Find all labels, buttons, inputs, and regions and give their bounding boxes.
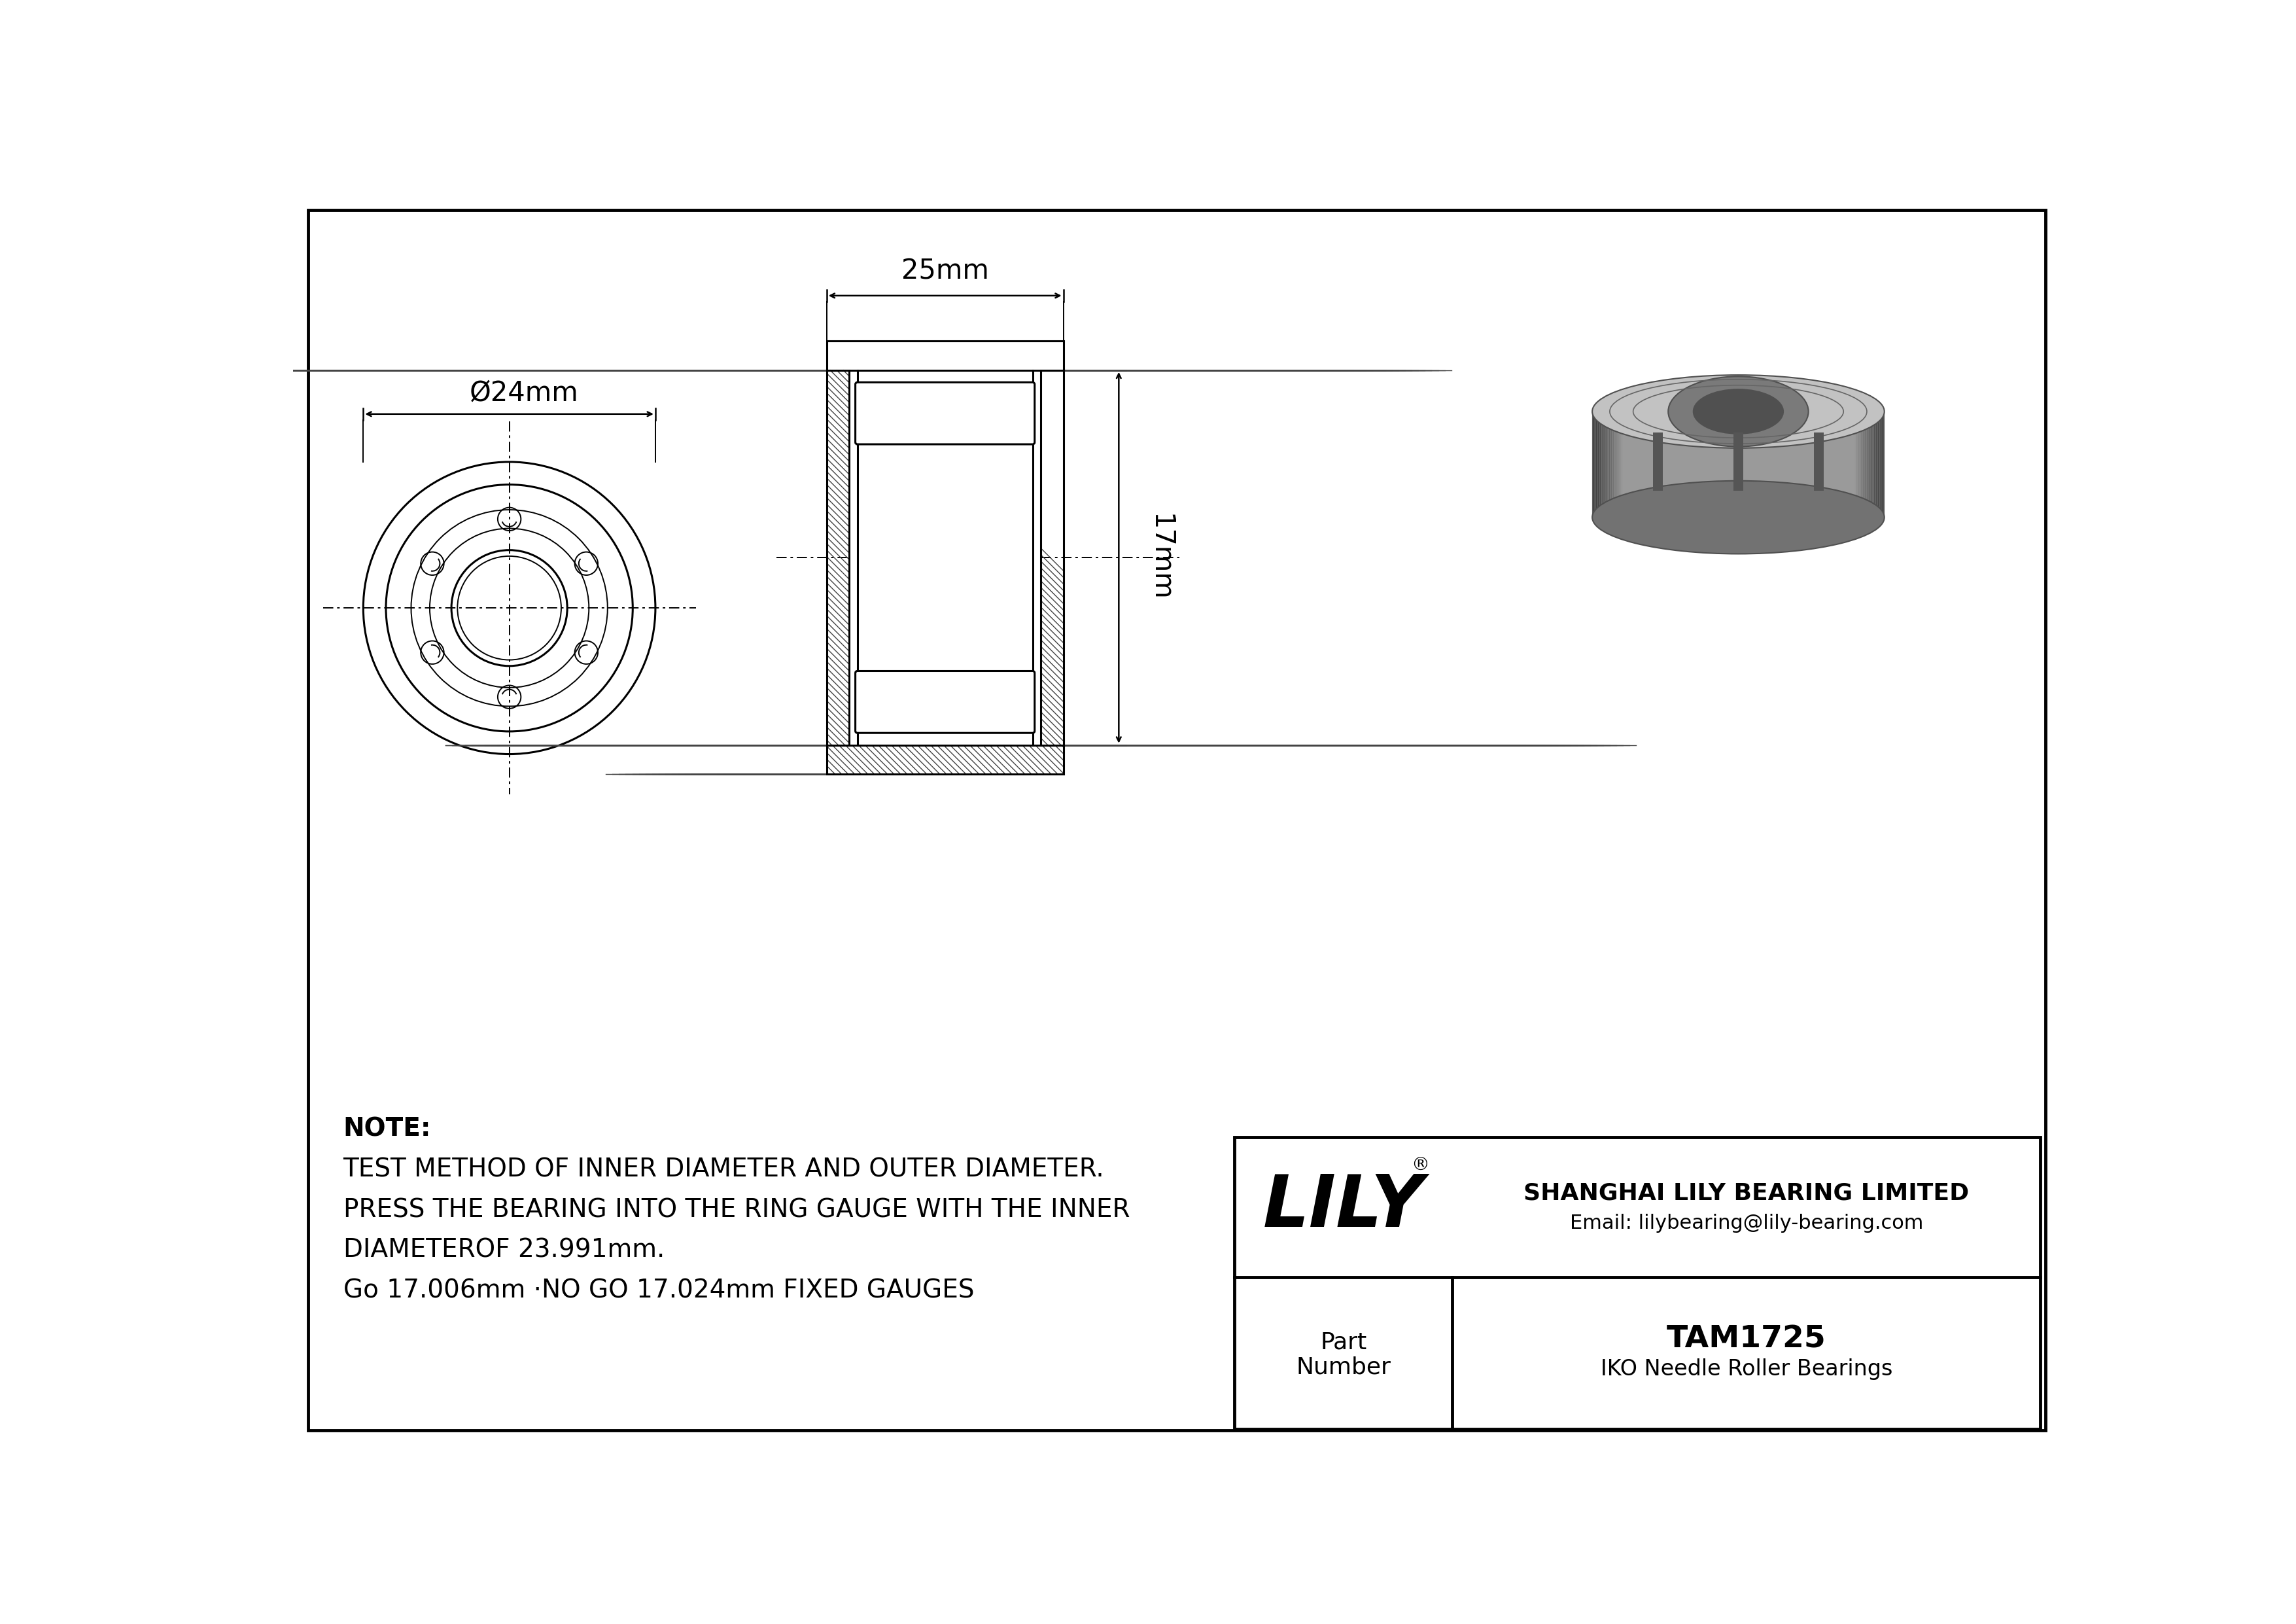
Text: IKO Needle Roller Bearings: IKO Needle Roller Bearings (1600, 1359, 1892, 1380)
Text: NOTE:: NOTE: (342, 1117, 432, 1142)
Text: Email: lilybearing@lily-bearing.com: Email: lilybearing@lily-bearing.com (1570, 1213, 1924, 1233)
FancyBboxPatch shape (856, 382, 1035, 445)
Ellipse shape (1692, 388, 1784, 434)
Bar (1235, 1137, 2041, 1429)
Text: PRESS THE BEARING INTO THE RING GAUGE WITH THE INNER: PRESS THE BEARING INTO THE RING GAUGE WI… (342, 1197, 1130, 1223)
Text: 25mm: 25mm (902, 258, 990, 286)
Bar (1653, 432, 1662, 490)
Text: 17mm: 17mm (1146, 513, 1173, 601)
Bar (1040, 370, 1063, 745)
Bar (827, 341, 1063, 775)
Bar (827, 370, 850, 745)
Bar (827, 745, 1063, 775)
Text: Ø24mm: Ø24mm (471, 378, 579, 406)
Text: DIAMETEROF 23.991mm.: DIAMETEROF 23.991mm. (342, 1237, 664, 1262)
Text: LILY: LILY (1263, 1173, 1424, 1242)
Bar (1814, 432, 1823, 490)
Text: Part: Part (1320, 1332, 1366, 1353)
Bar (1591, 411, 1885, 518)
FancyBboxPatch shape (856, 671, 1035, 732)
Ellipse shape (1591, 375, 1885, 448)
Bar (1733, 432, 1743, 490)
Text: TEST METHOD OF INNER DIAMETER AND OUTER DIAMETER.: TEST METHOD OF INNER DIAMETER AND OUTER … (342, 1158, 1104, 1182)
Ellipse shape (1591, 481, 1885, 554)
Text: TAM1725: TAM1725 (1667, 1325, 1825, 1354)
Text: ®: ® (1412, 1156, 1430, 1174)
Text: Go 17.006mm ·NO GO 17.024mm FIXED GAUGES: Go 17.006mm ·NO GO 17.024mm FIXED GAUGES (342, 1278, 974, 1302)
Bar (827, 341, 1063, 370)
Text: Number: Number (1295, 1356, 1391, 1379)
Ellipse shape (1669, 377, 1809, 447)
Bar (850, 370, 1040, 745)
Text: SHANGHAI LILY BEARING LIMITED: SHANGHAI LILY BEARING LIMITED (1525, 1182, 1970, 1203)
